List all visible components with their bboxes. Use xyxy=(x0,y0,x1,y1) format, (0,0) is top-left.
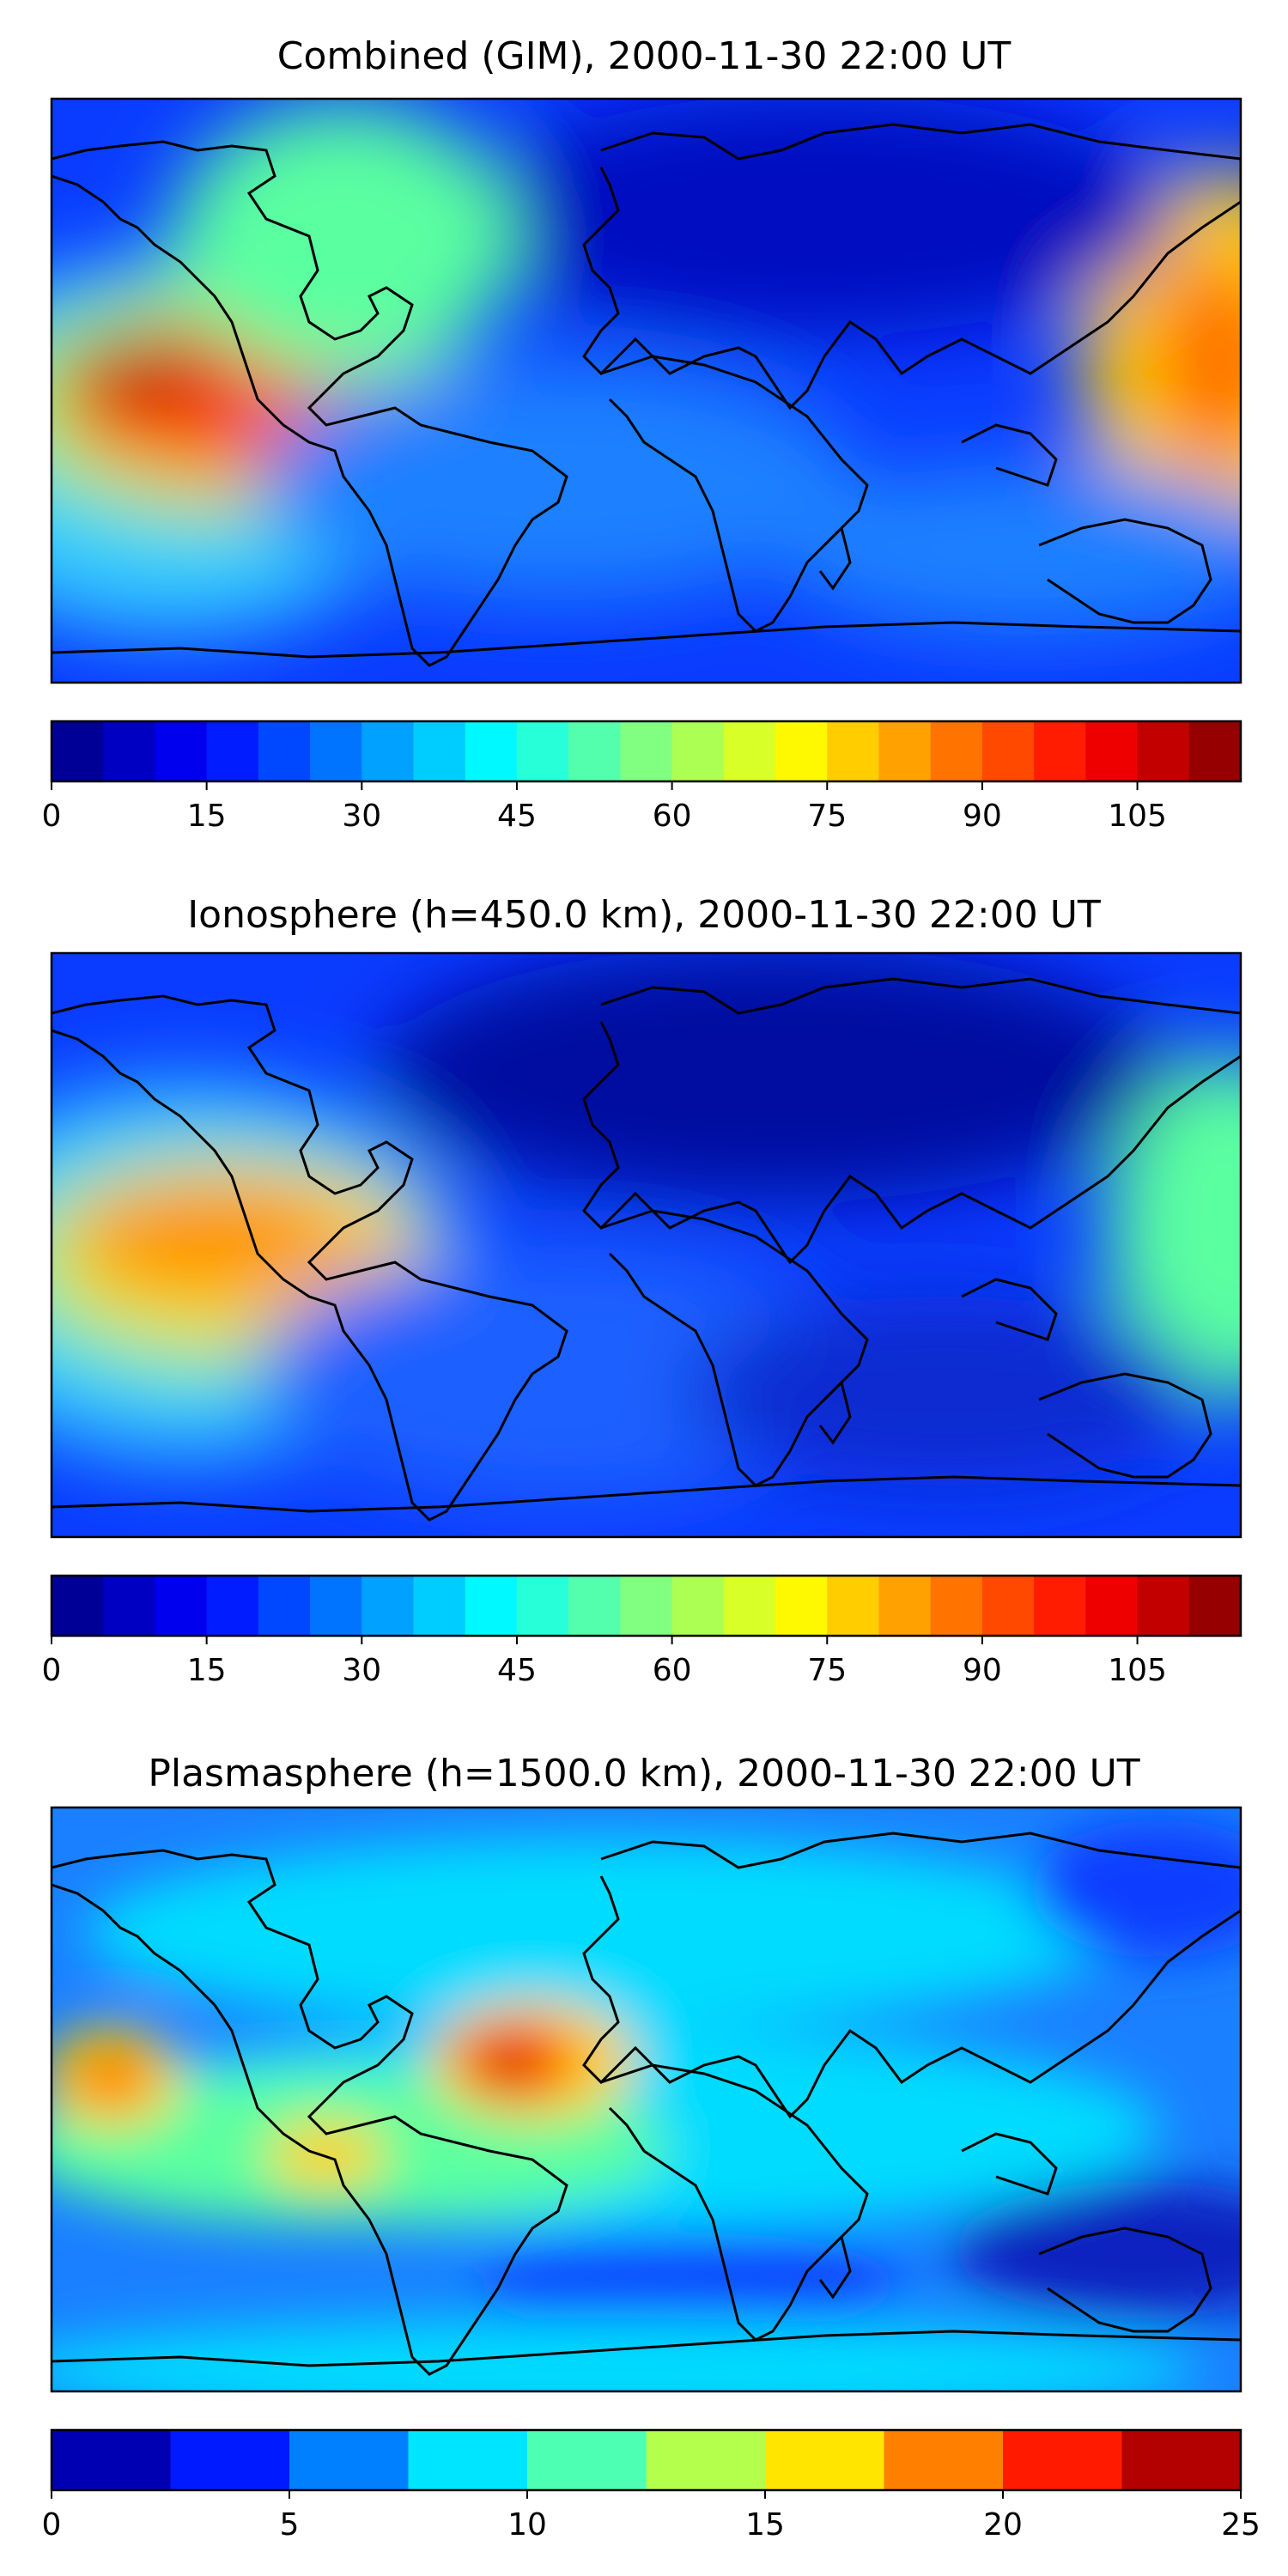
colorbar-bin xyxy=(170,2430,290,2490)
colorbar-tick-label: 45 xyxy=(497,1653,537,1688)
colorbar-tick-label: 0 xyxy=(42,799,62,834)
colorbar-tick-label: 10 xyxy=(507,2507,547,2543)
colorbar-bin xyxy=(620,721,673,781)
colorbar-bin xyxy=(671,721,725,781)
colorbar-tick-label: 0 xyxy=(42,2507,62,2543)
colorbar-bin xyxy=(1034,1576,1086,1636)
colorbar-tick-label: 90 xyxy=(963,1653,1002,1688)
colorbar-bin xyxy=(206,721,259,781)
colorbar-bin xyxy=(827,1576,880,1636)
colorbar-bin xyxy=(1034,721,1086,781)
colorbar-bin xyxy=(52,721,104,781)
colorbar-bin xyxy=(361,1576,415,1636)
colorbar-bin xyxy=(765,2430,885,2490)
colorbar-bin xyxy=(413,721,466,781)
colorbar-tick-label: 30 xyxy=(342,799,381,834)
map-panel-ionosphere xyxy=(52,953,1241,1537)
colorbar-tick-label: 15 xyxy=(745,2507,785,2543)
colorbar-bin xyxy=(155,1576,208,1636)
colorbar-bin xyxy=(723,1576,776,1636)
colorbar-bin xyxy=(620,1576,673,1636)
colorbar-tick-label: 30 xyxy=(342,1653,381,1688)
colorbar-combined: 0 15 30 45 60 75 90 105 xyxy=(42,720,1242,834)
map-frame-ionosphere xyxy=(50,951,1242,1539)
colorbar-bin xyxy=(723,721,776,781)
colorbar-bin xyxy=(310,1576,362,1636)
colorbar-frame xyxy=(50,1574,1242,1637)
colorbar-bin xyxy=(1003,2430,1123,2490)
colorbar-bin xyxy=(310,721,362,781)
colorbar-bin xyxy=(289,2430,410,2490)
colorbar-frame xyxy=(50,720,1242,783)
colorbar-tick-label: 5 xyxy=(280,2507,300,2543)
colorbar-tick-label: 45 xyxy=(497,799,537,834)
colorbar-bin xyxy=(155,721,208,781)
colorbar-bin xyxy=(527,2430,647,2490)
colorbar-bin xyxy=(1085,1576,1139,1636)
colorbar-bin xyxy=(1188,1576,1242,1636)
colorbar-bin xyxy=(878,721,932,781)
colorbar-bin xyxy=(1137,1576,1190,1636)
colorbar-bin xyxy=(465,721,518,781)
colorbar-ionosphere: 0 15 30 45 60 75 90 105 xyxy=(42,1574,1242,1688)
panel-title-ionosphere: Ionosphere (h=450.0 km), 2000-11-30 22:0… xyxy=(187,893,1101,937)
colorbar-bin xyxy=(258,721,311,781)
colorbar-bin xyxy=(646,2430,766,2490)
map-frame-plasmasphere xyxy=(50,1806,1242,2393)
colorbar-frame xyxy=(50,2428,1242,2492)
colorbar-bin xyxy=(884,2430,1004,2490)
colorbar-tick-label: 105 xyxy=(1108,799,1167,834)
panel-title-plasmasphere: Plasmasphere (h=1500.0 km), 2000-11-30 2… xyxy=(148,1752,1140,1795)
colorbar-tick-label: 75 xyxy=(807,799,847,834)
colorbar-bin xyxy=(981,721,1035,781)
colorbar-bin xyxy=(516,1576,569,1636)
colorbar-bin xyxy=(516,721,569,781)
colorbar-bin xyxy=(1137,721,1190,781)
map-panel-combined xyxy=(52,99,1241,683)
colorbar-tick-label: 75 xyxy=(807,1653,847,1688)
colorbar-bin xyxy=(930,721,983,781)
colorbar-bin xyxy=(361,721,415,781)
colorbar-bin xyxy=(103,1576,156,1636)
colorbar-bin xyxy=(1085,721,1139,781)
colorbar-bin xyxy=(103,721,156,781)
colorbar-plasmasphere: 0 5 10 15 20 25 xyxy=(42,2428,1261,2543)
colorbar-bin xyxy=(568,721,621,781)
panel-title-combined: Combined (GIM), 2000-11-30 22:00 UT xyxy=(276,34,1012,78)
colorbar-bin xyxy=(775,721,828,781)
colorbar-bin xyxy=(671,1576,725,1636)
colorbar-bin xyxy=(52,2430,172,2490)
colorbar-bin xyxy=(206,1576,259,1636)
colorbar-tick-label: 25 xyxy=(1221,2507,1261,2543)
colorbar-tick-label: 0 xyxy=(42,1653,62,1688)
colorbar-bin xyxy=(878,1576,932,1636)
colorbar-bin xyxy=(52,1576,104,1636)
map-frame-combined xyxy=(50,97,1242,684)
colorbar-bin xyxy=(568,1576,621,1636)
colorbar-bin xyxy=(1188,721,1242,781)
colorbar-bin xyxy=(408,2430,528,2490)
map-panel-plasmasphere xyxy=(52,1807,1241,2391)
colorbar-bin xyxy=(258,1576,311,1636)
colorbar-tick-label: 60 xyxy=(653,799,692,834)
colorbar-bin xyxy=(775,1576,828,1636)
colorbar-tick-label: 15 xyxy=(187,1653,227,1688)
colorbar-bin xyxy=(930,1576,983,1636)
colorbar-tick-label: 60 xyxy=(653,1653,692,1688)
colorbar-tick-label: 15 xyxy=(187,799,227,834)
colorbar-tick-label: 105 xyxy=(1108,1653,1167,1688)
colorbar-tick-label: 20 xyxy=(983,2507,1023,2543)
colorbar-bin xyxy=(981,1576,1035,1636)
colorbar-bin xyxy=(413,1576,466,1636)
colorbar-bin xyxy=(465,1576,518,1636)
colorbar-tick-label: 90 xyxy=(963,799,1002,834)
colorbar-bin xyxy=(827,721,880,781)
colorbar-bin xyxy=(1121,2430,1242,2490)
